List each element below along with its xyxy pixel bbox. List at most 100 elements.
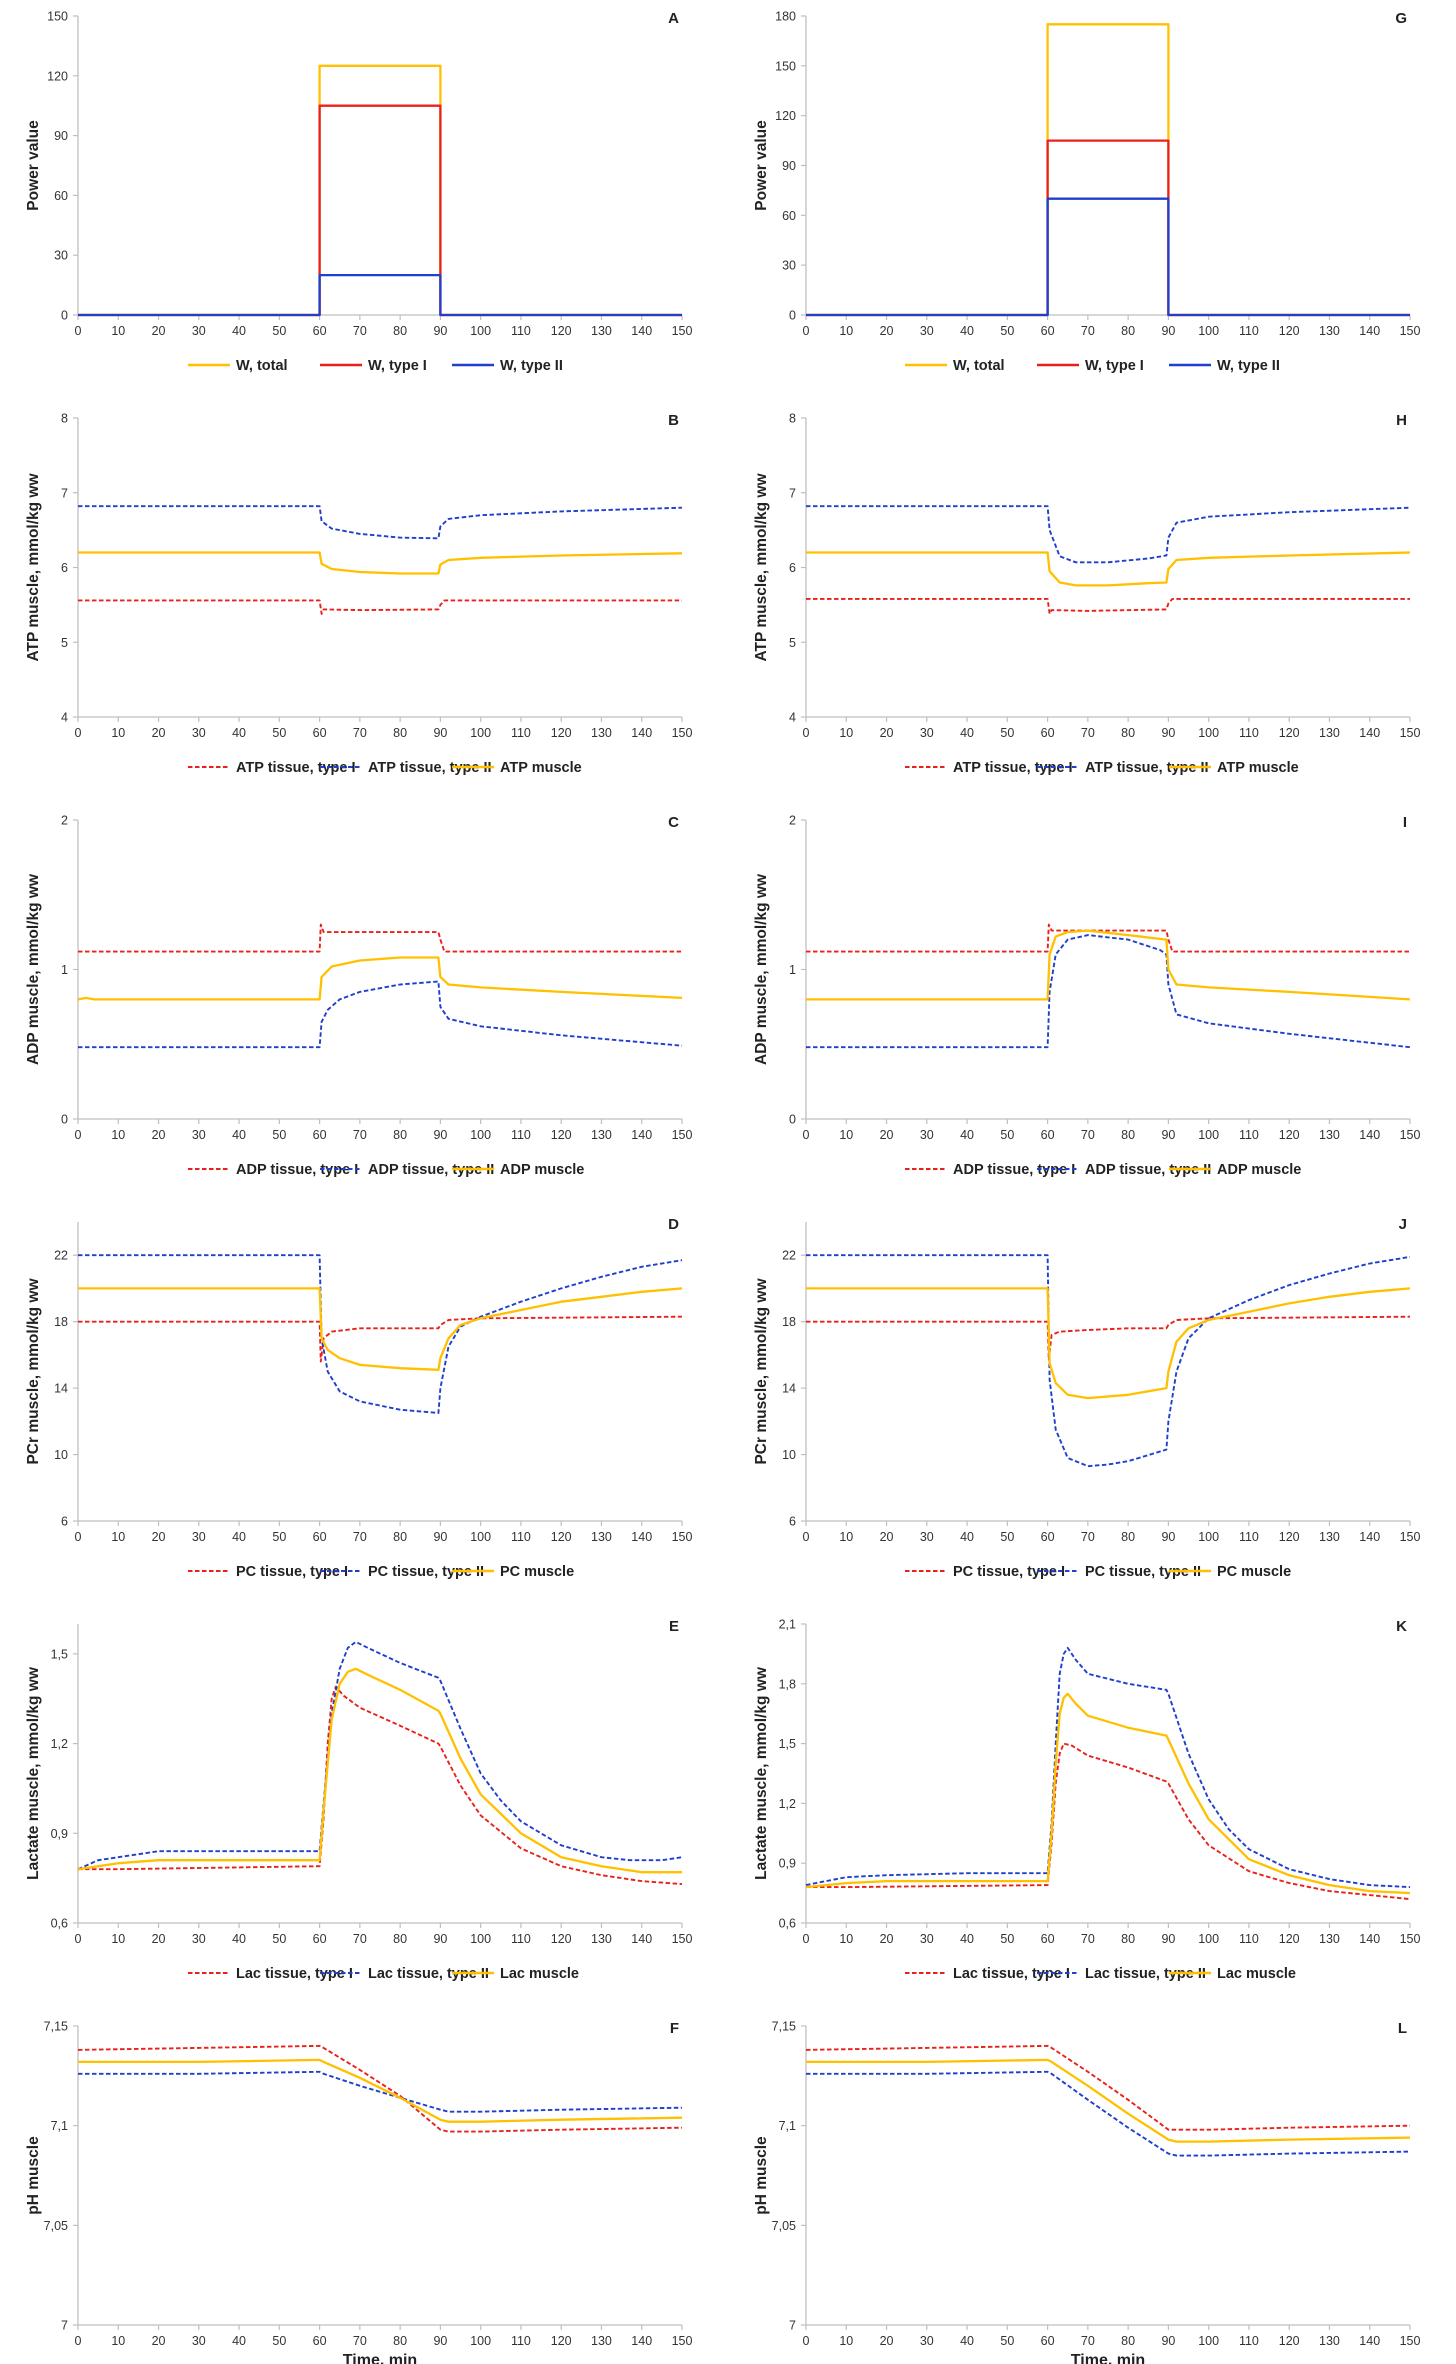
panel-letter: C	[668, 814, 679, 831]
legend-label: PC muscle	[1217, 1564, 1291, 1580]
y-tick-label: 5	[61, 636, 68, 650]
series-line-2	[78, 1287, 683, 1371]
x-tick-label: 90	[1161, 1932, 1175, 1946]
series-line-1	[78, 2070, 683, 2113]
x-tick-label: 40	[960, 1530, 974, 1544]
panel-letter: D	[668, 1216, 679, 1233]
legend-label: ADP tissue, type II	[1085, 1162, 1211, 1178]
x-axis-label: Time, min	[343, 2352, 417, 2364]
y-tick-label: 2	[61, 814, 68, 828]
x-tick-label: 80	[393, 324, 407, 338]
x-tick-label: 140	[1359, 726, 1380, 740]
x-tick-label: 90	[433, 1128, 447, 1142]
x-tick-label: 40	[232, 324, 246, 338]
x-tick-label: 60	[313, 1530, 327, 1544]
legend-label: Lac muscle	[500, 1966, 579, 1982]
y-tick-label: 0,9	[779, 1857, 796, 1871]
series-line-1	[78, 1254, 683, 1414]
x-tick-label: 20	[880, 1530, 894, 1544]
legend-label: ATP muscle	[500, 760, 582, 776]
series-line-1	[805, 1646, 1411, 1889]
panel-letter: L	[1398, 2020, 1407, 2037]
y-tick-label: 6	[61, 561, 68, 575]
series-line-0	[78, 1315, 683, 1363]
x-tick-label: 50	[1000, 324, 1014, 338]
x-tick-label: 130	[1319, 324, 1340, 338]
x-tick-label: 110	[1239, 2334, 1259, 2348]
x-tick-label: 70	[353, 1530, 367, 1544]
x-tick-label: 90	[433, 2334, 447, 2348]
y-tick-label: 10	[54, 1448, 68, 1462]
y-tick-label: 90	[782, 159, 796, 173]
y-tick-label: 1,5	[51, 1647, 68, 1661]
series-line-2	[806, 1287, 1411, 1400]
x-tick-label: 0	[803, 726, 810, 740]
x-tick-label: 150	[672, 1128, 693, 1142]
x-axis-label: Time, min	[1071, 2352, 1145, 2364]
y-tick-label: 1	[789, 963, 796, 977]
x-tick-label: 10	[111, 726, 125, 740]
x-tick-label: 120	[1279, 1530, 1300, 1544]
x-tick-label: 50	[272, 1530, 286, 1544]
series-line-2	[77, 956, 683, 1001]
x-tick-label: 120	[1279, 726, 1300, 740]
y-tick-label: 150	[47, 10, 68, 24]
y-tick-label: 7	[61, 2319, 68, 2333]
panel-letter: J	[1399, 1216, 1407, 1233]
legend-label: Lac tissue, type II	[368, 1966, 489, 1982]
series-line-1	[806, 505, 1411, 564]
x-tick-label: 30	[192, 1932, 206, 1946]
x-tick-label: 40	[960, 324, 974, 338]
x-tick-label: 20	[152, 1530, 166, 1544]
y-axis-label: pH muscle	[753, 2136, 770, 2215]
y-tick-label: 7,1	[51, 2119, 68, 2133]
panel-C: 0 10 20 30 40 50 60 70 80 90 100 110 120 130 140 150 0 1 2…	[25, 814, 692, 1179]
x-tick-label: 150	[672, 1530, 693, 1544]
series-line-2	[78, 2058, 683, 2123]
x-tick-label: 90	[433, 726, 447, 740]
x-tick-label: 90	[1161, 1128, 1175, 1142]
x-tick-label: 130	[591, 1128, 612, 1142]
x-tick-label: 30	[192, 2334, 206, 2348]
y-axis-label: ATP muscle, mmol/kg ww	[25, 473, 42, 662]
x-tick-label: 80	[1121, 1530, 1135, 1544]
panel-J: 0 10 20 30 40 50 60 70 80 90 100 110 120 130 140 150 6 10…	[753, 1216, 1420, 1580]
x-tick-label: 120	[551, 1128, 572, 1142]
y-tick-label: 1,5	[779, 1737, 796, 1751]
y-axis-label: PCr muscle, mmol/kg ww	[25, 1278, 42, 1465]
x-tick-label: 130	[1319, 1530, 1340, 1544]
y-tick-label: 8	[61, 412, 68, 426]
x-tick-label: 20	[152, 324, 166, 338]
x-tick-label: 140	[631, 1932, 652, 1946]
y-tick-label: 22	[54, 1249, 68, 1263]
x-tick-label: 130	[591, 1932, 612, 1946]
y-tick-label: 0,6	[51, 1917, 68, 1931]
x-tick-label: 0	[75, 324, 82, 338]
x-tick-label: 150	[672, 324, 693, 338]
x-tick-label: 120	[1279, 2334, 1300, 2348]
x-tick-label: 30	[192, 324, 206, 338]
panel-D: 0 10 20 30 40 50 60 70 80 90 100 110 120 130 140 150 6 10…	[25, 1216, 692, 1580]
x-tick-label: 10	[111, 1932, 125, 1946]
x-tick-label: 120	[551, 1932, 572, 1946]
x-tick-label: 130	[1319, 726, 1340, 740]
series-line-1	[806, 139, 1410, 317]
panel-letter: I	[1403, 814, 1407, 831]
x-tick-label: 50	[1000, 1932, 1014, 1946]
x-tick-label: 120	[551, 726, 572, 740]
y-tick-label: 0	[61, 309, 68, 323]
x-tick-label: 30	[192, 1128, 206, 1142]
legend-label: ADP muscle	[1217, 1162, 1301, 1178]
series-line-2	[77, 1667, 682, 1874]
x-tick-label: 130	[1319, 1128, 1340, 1142]
x-tick-label: 70	[1081, 726, 1095, 740]
legend-label: Lac muscle	[1217, 1966, 1296, 1982]
x-tick-label: 20	[880, 1932, 894, 1946]
y-tick-label: 5	[789, 636, 796, 650]
x-tick-label: 90	[1161, 1530, 1175, 1544]
x-tick-label: 10	[839, 1530, 853, 1544]
series-line-1	[806, 1254, 1411, 1468]
legend-label: PC muscle	[500, 1564, 574, 1580]
x-tick-label: 110	[511, 1128, 531, 1142]
x-tick-label: 50	[272, 1932, 286, 1946]
